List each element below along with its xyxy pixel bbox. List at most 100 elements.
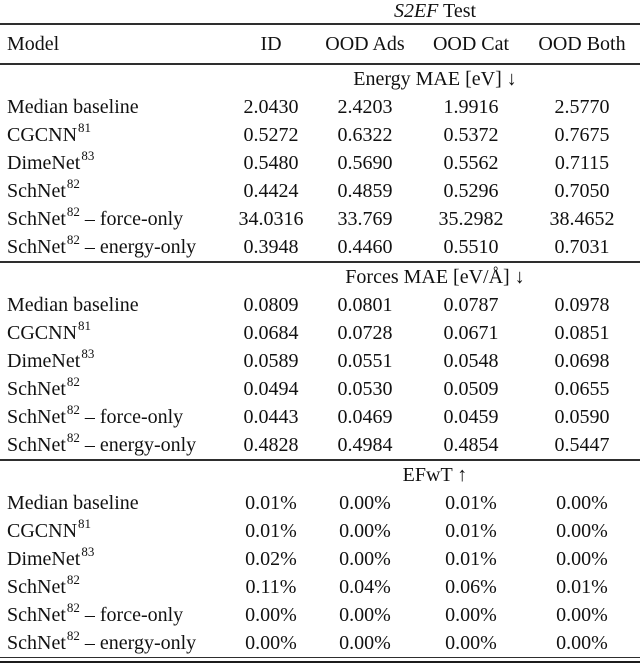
section-spacer bbox=[0, 64, 230, 93]
value-cell: 1.9916 bbox=[443, 95, 499, 118]
model-cell: CGCNN81 bbox=[7, 119, 92, 146]
model-cell: SchNet82 – force-only bbox=[7, 401, 184, 428]
model-cell: SchNet82 – energy-only bbox=[7, 231, 197, 258]
section-spacer bbox=[0, 261, 230, 291]
value-cell: 0.00% bbox=[339, 603, 391, 626]
table-row: CGCNN81 0.01% 0.00% 0.01% 0.00% bbox=[0, 517, 640, 545]
model-cell: DimeNet83 bbox=[7, 147, 95, 174]
table-row: CGCNN81 0.5272 0.6322 0.5372 0.7675 bbox=[0, 121, 640, 149]
table-row: SchNet82 0.11% 0.04% 0.06% 0.01% bbox=[0, 573, 640, 601]
reference-superscript: 82 bbox=[66, 571, 80, 587]
reference-superscript: 83 bbox=[81, 543, 95, 559]
value-cell: 0.7031 bbox=[554, 235, 610, 258]
value-cell: 0.04% bbox=[339, 575, 391, 598]
value-cell: 0.00% bbox=[339, 491, 391, 514]
table-row: SchNet82 – force-only 0.0443 0.0469 0.04… bbox=[0, 403, 640, 431]
value-cell: 0.00% bbox=[556, 491, 608, 514]
reference-superscript: 82 bbox=[66, 401, 80, 417]
value-cell: 0.00% bbox=[524, 629, 640, 658]
table-row: SchNet82 0.4424 0.4859 0.5296 0.7050 bbox=[0, 177, 640, 205]
value-cell: 0.5480 bbox=[243, 151, 299, 174]
value-cell: 0.5690 bbox=[337, 151, 393, 174]
value-cell: 0.0698 bbox=[554, 349, 610, 372]
value-cell: 0.0530 bbox=[337, 377, 393, 400]
value-cell: 0.7115 bbox=[554, 151, 610, 174]
value-cell: 0.7050 bbox=[554, 179, 610, 202]
table-row: SchNet82 – energy-only 0.00% 0.00% 0.00%… bbox=[0, 629, 640, 658]
value-cell: 0.4424 bbox=[243, 179, 299, 202]
reference-superscript: 81 bbox=[78, 317, 92, 333]
reference-superscript: 82 bbox=[66, 175, 80, 191]
reference-superscript: 82 bbox=[66, 231, 80, 247]
table-title-row: S2EF Test bbox=[0, 0, 640, 25]
title-spacer bbox=[0, 0, 230, 25]
value-cell: 0.5562 bbox=[443, 151, 499, 174]
col-header-ood-cat: OOD Cat bbox=[418, 24, 524, 65]
section-header-forces-row: Forces MAE [eV/Å] ↓ bbox=[0, 261, 640, 291]
value-cell: 0.01% bbox=[245, 519, 297, 542]
model-cell: DimeNet83 bbox=[7, 345, 95, 372]
value-cell: 0.5510 bbox=[443, 235, 499, 258]
value-cell: 0.0801 bbox=[337, 293, 393, 316]
value-cell: 0.00% bbox=[556, 547, 608, 570]
value-cell: 2.5770 bbox=[554, 95, 610, 118]
col-header-id: ID bbox=[230, 24, 312, 65]
value-cell: 0.0459 bbox=[443, 405, 499, 428]
section-header-forces: Forces MAE [eV/Å] ↓ bbox=[230, 261, 640, 291]
table-row: DimeNet83 0.02% 0.00% 0.01% 0.00% bbox=[0, 545, 640, 573]
model-cell: DimeNet83 bbox=[7, 543, 95, 570]
value-cell: 0.0509 bbox=[443, 377, 499, 400]
value-cell: 2.4203 bbox=[337, 95, 393, 118]
value-cell: 0.3948 bbox=[243, 235, 299, 258]
value-cell: 0.00% bbox=[312, 629, 418, 658]
reference-superscript: 82 bbox=[66, 429, 80, 445]
model-cell: Median baseline bbox=[7, 293, 139, 316]
col-header-ood-ads: OOD Ads bbox=[312, 24, 418, 65]
value-cell: 0.01% bbox=[445, 547, 497, 570]
table-row: DimeNet83 0.0589 0.0551 0.0548 0.0698 bbox=[0, 347, 640, 375]
model-cell: CGCNN81 bbox=[7, 515, 92, 542]
reference-superscript: 81 bbox=[78, 515, 92, 531]
model-cell: CGCNN81 bbox=[7, 317, 92, 344]
col-header-model: Model bbox=[0, 24, 230, 65]
reference-superscript: 83 bbox=[81, 147, 95, 163]
value-cell: 0.4984 bbox=[337, 433, 393, 456]
model-cell: SchNet82 bbox=[7, 571, 80, 598]
model-cell: SchNet82 bbox=[7, 175, 80, 202]
table-row: SchNet82 – energy-only 0.4828 0.4984 0.4… bbox=[0, 431, 640, 460]
bottom-double-rule bbox=[0, 660, 640, 663]
value-cell: 0.01% bbox=[556, 575, 608, 598]
reference-superscript: 81 bbox=[78, 119, 92, 135]
value-cell: 38.4652 bbox=[549, 207, 615, 230]
col-header-ood-both: OOD Both bbox=[524, 24, 640, 65]
value-cell: 0.4859 bbox=[337, 179, 393, 202]
table-row: SchNet82 – energy-only 0.3948 0.4460 0.5… bbox=[0, 233, 640, 262]
value-cell: 0.0671 bbox=[443, 321, 499, 344]
section-header-energy: Energy MAE [eV] ↓ bbox=[353, 67, 517, 90]
table-row: DimeNet83 0.5480 0.5690 0.5562 0.7115 bbox=[0, 149, 640, 177]
value-cell: 0.5372 bbox=[443, 123, 499, 146]
value-cell: 0.5272 bbox=[243, 123, 299, 146]
reference-superscript: 82 bbox=[66, 627, 80, 643]
value-cell: 0.4828 bbox=[243, 433, 299, 456]
table-row: Median baseline 0.0809 0.0801 0.0787 0.0… bbox=[0, 291, 640, 319]
value-cell: 0.0589 bbox=[243, 349, 299, 372]
value-cell: 0.5447 bbox=[554, 433, 610, 456]
value-cell: 35.2982 bbox=[438, 207, 504, 230]
value-cell: 0.4854 bbox=[443, 433, 499, 456]
value-cell: 0.00% bbox=[445, 603, 497, 626]
value-cell: 0.0494 bbox=[243, 377, 299, 400]
table-row: Median baseline 0.01% 0.00% 0.01% 0.00% bbox=[0, 489, 640, 517]
value-cell: 0.0978 bbox=[554, 293, 610, 316]
value-cell: 0.00% bbox=[230, 629, 312, 658]
reference-superscript: 83 bbox=[81, 345, 95, 361]
value-cell: 0.01% bbox=[445, 491, 497, 514]
table-row: CGCNN81 0.0684 0.0728 0.0671 0.0851 bbox=[0, 319, 640, 347]
value-cell: 0.4460 bbox=[337, 235, 393, 258]
value-cell: 0.0469 bbox=[337, 405, 393, 428]
value-cell: 0.6322 bbox=[337, 123, 393, 146]
section-header-energy-row: Energy MAE [eV] ↓ bbox=[0, 64, 640, 93]
value-cell: 0.02% bbox=[245, 547, 297, 570]
value-cell: 0.0655 bbox=[554, 377, 610, 400]
